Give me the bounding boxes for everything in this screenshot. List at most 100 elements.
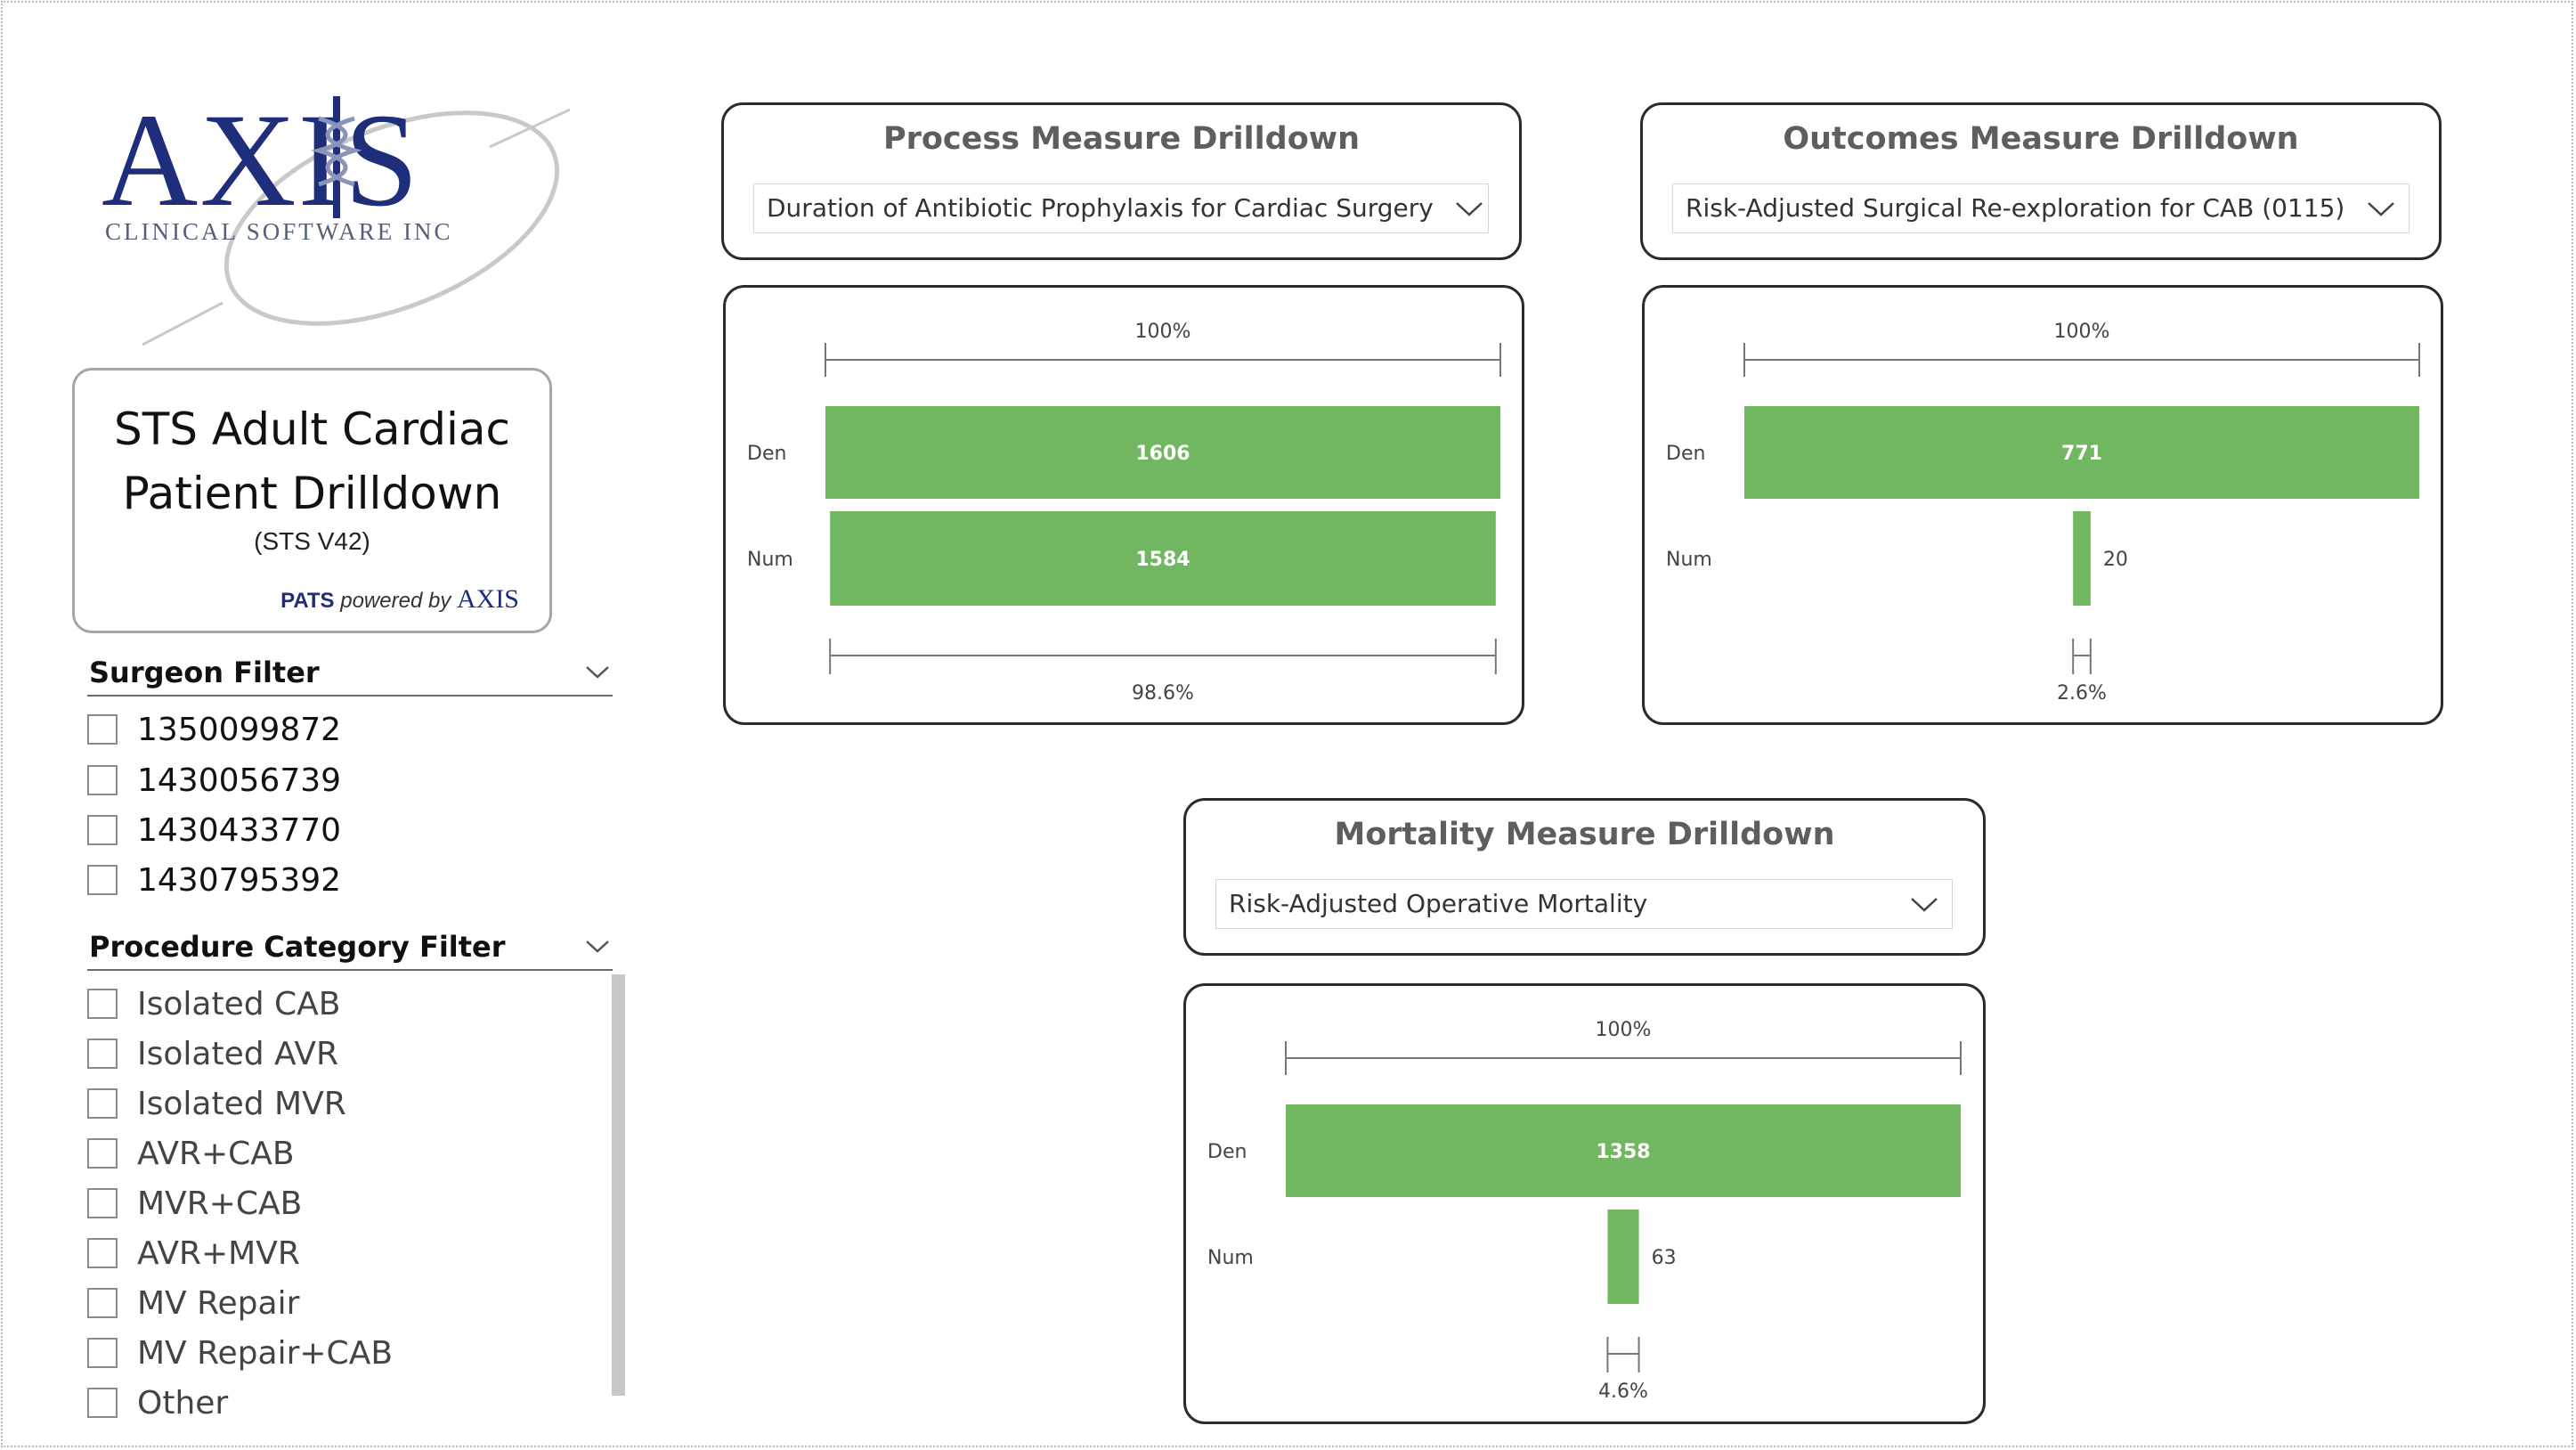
checkbox[interactable] [87, 1138, 118, 1169]
mortality-measure-card: Mortality Measure Drilldown Risk-Adjuste… [1183, 798, 1986, 956]
category-label: Num [1207, 1247, 1254, 1269]
procedure-filter-header[interactable]: Procedure Category Filter [87, 928, 613, 971]
surgeon-option-label: 1430795392 [137, 861, 342, 899]
mortality-measure-selected: Risk-Adjusted Operative Mortality [1229, 889, 1648, 918]
chevron-down-icon[interactable] [1454, 197, 1484, 220]
report-title-line1: STS Adult Cardiac [113, 403, 511, 455]
surgeon-option[interactable]: 1350099872 [87, 707, 341, 752]
bottom-percent-label: 4.6% [1598, 1381, 1648, 1403]
procedure-option-label: AVR+CAB [137, 1135, 295, 1172]
category-label: Den [747, 443, 786, 465]
procedure-option[interactable]: AVR+MVR [87, 1231, 300, 1275]
chevron-down-icon[interactable] [1909, 892, 1939, 916]
checkbox[interactable] [87, 1388, 118, 1418]
mortality-measure-title: Mortality Measure Drilldown [1334, 817, 1835, 852]
checkbox[interactable] [87, 714, 118, 745]
bottom-percent-label: 98.6% [1132, 682, 1194, 705]
axis-logo: AXIS CLINICAL SOFTWARE INC [89, 85, 588, 361]
chevron-down-icon[interactable] [584, 935, 611, 957]
funnel-bar [1744, 406, 2419, 499]
outcomes-measure-title: Outcomes Measure Drilldown [1783, 121, 2299, 157]
checkbox[interactable] [87, 1088, 118, 1119]
surgeon-option-label: 1430433770 [137, 811, 342, 849]
procedure-option-label: AVR+MVR [137, 1234, 300, 1272]
procedure-option[interactable]: MV Repair+CAB [87, 1331, 393, 1375]
process-measure-card: Process Measure Drilldown Duration of An… [721, 102, 1522, 260]
checkbox[interactable] [87, 815, 118, 845]
procedure-option-label: Isolated AVR [137, 1035, 338, 1072]
procedure-option[interactable]: AVR+CAB [87, 1131, 295, 1176]
procedure-option[interactable]: Other [87, 1381, 228, 1425]
category-label: Num [747, 549, 793, 571]
checkbox[interactable] [87, 1338, 118, 1368]
outcomes-funnel-chart: 100% Den 771 Num 20 2.6% [1642, 285, 2443, 725]
checkbox[interactable] [87, 865, 118, 895]
surgeon-filter-header[interactable]: Surgeon Filter [87, 654, 613, 696]
checkbox[interactable] [87, 1188, 118, 1218]
procedure-option-label: Isolated CAB [137, 985, 341, 1022]
category-label: Den [1207, 1141, 1247, 1163]
procedure-option[interactable]: Isolated AVR [87, 1031, 338, 1076]
surgeon-option[interactable]: 1430795392 [87, 858, 341, 902]
funnel-bar [1607, 1210, 1639, 1304]
checkbox[interactable] [87, 1039, 118, 1069]
process-measure-dropdown[interactable]: Duration of Antibiotic Prophylaxis for C… [753, 183, 1489, 233]
category-label: Den [1666, 443, 1705, 465]
procedure-option[interactable]: Isolated CAB [87, 982, 340, 1026]
funnel-bar [830, 511, 1496, 606]
chevron-down-icon[interactable] [2366, 197, 2396, 220]
outcomes-funnel-svg: 100% Den 771 Num 20 2.6% [1666, 321, 2420, 705]
surgeon-filter-title: Surgeon Filter [89, 656, 320, 689]
chevron-down-icon[interactable] [584, 661, 611, 682]
funnel-bar [1286, 1104, 1961, 1197]
top-percent-label: 100% [2054, 321, 2110, 343]
bar-value-label: 1584 [1135, 549, 1190, 571]
bar-value-label: 771 [2061, 443, 2102, 465]
procedure-option-label: Isolated MVR [137, 1085, 346, 1122]
surgeon-option-label: 1350099872 [137, 711, 342, 748]
procedure-option[interactable]: MV Repair [87, 1281, 299, 1325]
outcomes-measure-selected: Risk-Adjusted Surgical Re-exploration fo… [1686, 193, 2345, 223]
report-title-line2: Patient Drilldown [122, 468, 502, 519]
caduceus-icon [310, 96, 363, 218]
mortality-funnel-svg: 100% Den 1358 Num 63 4.6% [1207, 1019, 1962, 1403]
procedure-option[interactable]: MVR+CAB [87, 1181, 302, 1226]
top-percent-label: 100% [1596, 1019, 1652, 1041]
process-funnel-chart: 100% Den 1606 Num 1584 98.6% [723, 285, 1524, 725]
bottom-percent-label: 2.6% [2057, 682, 2107, 705]
category-label: Num [1666, 549, 1712, 571]
logo-wordmark: AXIS [102, 86, 421, 234]
procedure-filter-scrollbar[interactable] [612, 974, 625, 1396]
outcomes-measure-dropdown[interactable]: Risk-Adjusted Surgical Re-exploration fo… [1672, 183, 2409, 233]
checkbox[interactable] [87, 1288, 118, 1318]
process-funnel-svg: 100% Den 1606 Num 1584 98.6% [747, 321, 1501, 705]
procedure-option-label: Other [137, 1384, 229, 1421]
checkbox[interactable] [87, 765, 118, 795]
procedure-filter-title: Procedure Category Filter [89, 930, 506, 964]
top-percent-label: 100% [1135, 321, 1191, 343]
procedure-option-label: MV Repair [137, 1284, 300, 1322]
logo-subtitle: CLINICAL SOFTWARE INC [105, 218, 453, 245]
surgeon-option[interactable]: 1430433770 [87, 808, 341, 852]
mortality-funnel-chart: 100% Den 1358 Num 63 4.6% [1183, 983, 1986, 1424]
process-measure-selected: Duration of Antibiotic Prophylaxis for C… [767, 193, 1443, 223]
funnel-bar [825, 406, 1500, 499]
bar-value-label: 63 [1652, 1247, 1677, 1269]
procedure-option-label: MV Repair+CAB [137, 1334, 394, 1372]
report-version: (STS V42) [254, 527, 370, 555]
checkbox[interactable] [87, 1238, 118, 1268]
report-title: STS Adult Cardiac Patient Drilldown [75, 397, 549, 525]
outcomes-measure-card: Outcomes Measure Drilldown Risk-Adjusted… [1640, 102, 2442, 260]
mortality-measure-dropdown[interactable]: Risk-Adjusted Operative Mortality [1215, 879, 1953, 929]
surgeon-option[interactable]: 1430056739 [87, 758, 341, 802]
procedure-option[interactable]: Isolated MVR [87, 1081, 346, 1126]
process-measure-title: Process Measure Drilldown [882, 121, 1361, 157]
bar-value-label: 20 [2103, 549, 2128, 571]
procedure-option-label: MVR+CAB [137, 1185, 303, 1222]
bar-value-label: 1358 [1596, 1141, 1650, 1163]
checkbox[interactable] [87, 989, 118, 1019]
axis-mini-logo: AXIS [456, 584, 519, 614]
surgeon-option-label: 1430056739 [137, 762, 342, 799]
report-title-card: STS Adult Cardiac Patient Drilldown (STS… [72, 368, 552, 633]
